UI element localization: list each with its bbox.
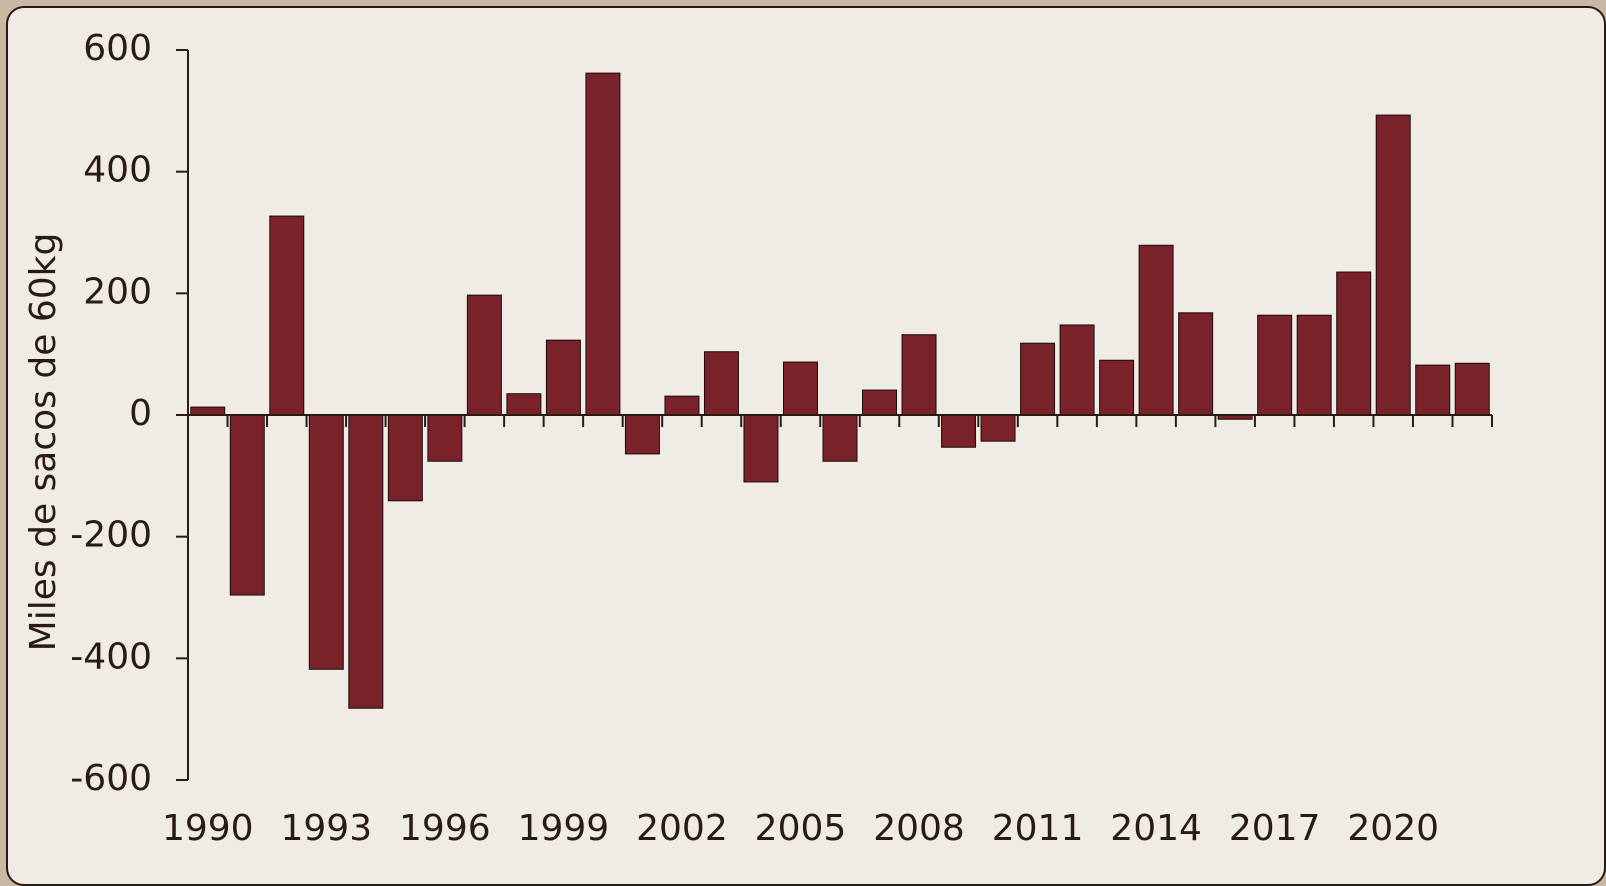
y-tick-label: -600	[70, 758, 152, 799]
bar	[546, 340, 580, 415]
y-tick-label: 600	[83, 28, 152, 69]
bar	[270, 216, 304, 415]
x-tick-label: 2017	[1229, 808, 1321, 849]
y-tick-label: -400	[70, 636, 152, 677]
y-tick-label: 200	[83, 271, 152, 312]
bar	[1139, 245, 1173, 415]
bar	[467, 295, 501, 415]
x-tick-label: 2002	[636, 808, 728, 849]
y-tick-label: -200	[70, 515, 152, 556]
bar	[1455, 363, 1489, 415]
bar	[1179, 313, 1213, 415]
bar	[1297, 315, 1331, 415]
bar	[1258, 315, 1292, 415]
bar	[863, 390, 897, 415]
bar	[942, 415, 976, 447]
bar	[1100, 360, 1134, 415]
x-tick-label: 1996	[399, 808, 491, 849]
x-tick-label: 2014	[1110, 808, 1202, 849]
x-tick-label: 1990	[162, 808, 254, 849]
x-tick-label: 2011	[992, 808, 1084, 849]
x-tick-label: 2005	[755, 808, 847, 849]
bar	[349, 415, 383, 708]
bar	[823, 415, 857, 461]
y-tick-label: 0	[129, 393, 152, 434]
page: Miles de sacos de 60kg -600 -400 -200 0 200 4…	[0, 0, 1606, 886]
bar	[428, 415, 462, 461]
bar	[1376, 115, 1410, 415]
bar	[507, 394, 541, 415]
x-tick-label: 1993	[280, 808, 372, 849]
bar	[902, 335, 936, 415]
bar	[191, 407, 225, 415]
chart: Miles de sacos de 60kg -600 -400 -200 0 200 4…	[0, 0, 1606, 886]
bar	[665, 396, 699, 415]
bar	[586, 73, 620, 415]
bar	[744, 415, 778, 482]
y-axis-title: Miles de sacos de 60kg	[23, 233, 64, 652]
x-tick-label: 2020	[1347, 808, 1439, 849]
bar	[388, 415, 422, 501]
bar	[625, 415, 659, 454]
x-tick-label: 2008	[873, 808, 965, 849]
x-tick-label: 1999	[518, 808, 610, 849]
bar	[1416, 365, 1450, 415]
bar	[1021, 343, 1055, 415]
bar	[1337, 272, 1371, 415]
bar	[1060, 325, 1094, 415]
bar	[981, 415, 1015, 441]
bar	[704, 352, 738, 415]
bar	[309, 415, 343, 669]
bar	[230, 415, 264, 595]
y-tick-label: 400	[83, 150, 152, 191]
bar	[783, 362, 817, 415]
